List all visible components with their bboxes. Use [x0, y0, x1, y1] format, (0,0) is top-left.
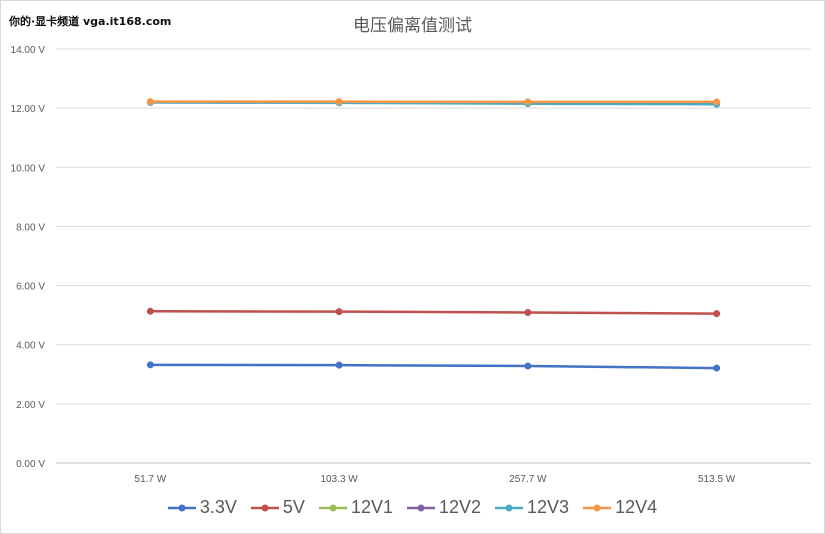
legend-item: 12V3	[495, 497, 569, 518]
y-tick-label: 8.00 V	[16, 222, 45, 233]
data-point	[524, 308, 532, 316]
legend-item: 3.3V	[167, 497, 237, 518]
data-point	[146, 307, 154, 315]
chart-legend: 3.3V 5V 12V1 12V2 12V3 12V4	[1, 497, 824, 518]
watermark: 你的·显卡频道 vga.it168.com	[9, 15, 172, 28]
data-point	[146, 98, 154, 106]
data-point	[335, 361, 343, 369]
x-tick-label: 103.3 W	[321, 474, 359, 485]
data-point	[713, 310, 721, 318]
x-tick-label: 513.5 W	[698, 474, 736, 485]
legend-swatch	[495, 504, 524, 511]
legend-label: 12V3	[527, 497, 570, 517]
data-point	[524, 362, 532, 370]
legend-item: 5V	[250, 497, 305, 518]
legend-swatch	[583, 504, 612, 511]
legend-label: 12V2	[438, 497, 482, 517]
data-point	[335, 98, 343, 106]
legend-label: 12V1	[350, 497, 393, 517]
x-tick-label: 51.7 W	[135, 474, 167, 485]
legend-label: 12V4	[615, 497, 658, 517]
data-point	[524, 98, 532, 106]
legend-item: 12V4	[583, 497, 657, 518]
data-point	[335, 308, 343, 316]
y-tick-label: 2.00 V	[16, 400, 45, 411]
legend-label: 3.3V	[199, 497, 237, 517]
y-tick-label: 0.00 V	[16, 459, 45, 470]
data-point	[146, 361, 154, 369]
chart-title: 电压偏离值测试	[353, 16, 472, 36]
legend-swatch	[250, 504, 279, 511]
series-line	[150, 363, 717, 370]
legend-item: 12V1	[318, 497, 393, 518]
data-point	[713, 364, 721, 372]
data-point	[713, 98, 721, 106]
legend-label: 5V	[282, 497, 305, 517]
y-tick-label: 6.00 V	[16, 282, 45, 293]
y-tick-label: 4.00 V	[16, 341, 45, 352]
x-tick-label: 257.7 W	[509, 474, 547, 485]
y-tick-label: 14.00 V	[11, 45, 46, 56]
y-tick-label: 10.00 V	[11, 163, 46, 174]
legend-item: 12V2	[406, 497, 482, 518]
legend-swatch	[406, 504, 435, 511]
series-line	[150, 310, 717, 315]
y-tick-label: 12.00 V	[11, 104, 46, 115]
legend-swatch	[167, 504, 196, 511]
legend-swatch	[318, 504, 347, 511]
